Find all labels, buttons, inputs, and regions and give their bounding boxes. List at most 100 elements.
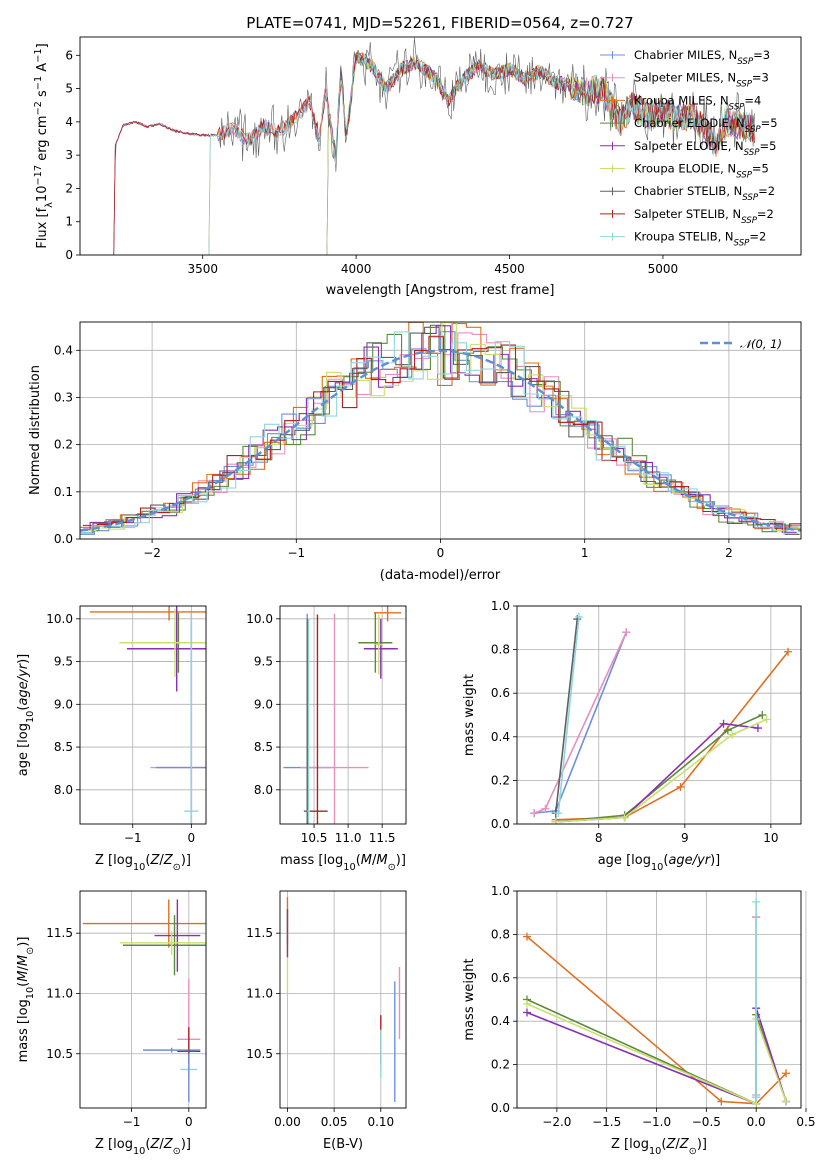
weight-line (534, 631, 628, 814)
panel-residuals: −2 −1 0 1 2 0.0 0.1 0.2 0.3 0.4 (54, 321, 802, 560)
gridlines (80, 606, 206, 824)
marker (784, 647, 793, 656)
axes-frame (516, 605, 802, 825)
x-tick-label: −2 (143, 546, 161, 560)
y-tick-label: 9.0 (254, 697, 273, 711)
legend: Chabrier MILES, NSSP=3 Salpeter MILES, NS… (600, 48, 778, 249)
gridlines (280, 606, 406, 824)
weight-line (554, 618, 579, 814)
x-tick-label: 0 (437, 546, 445, 560)
x-tick-label: 0.10 (367, 1115, 394, 1129)
panel-spectrum: 3500 4000 4500 5000 0 1 2 3 4 5 6 (65, 36, 802, 276)
y-tick-label: 10.5 (246, 1047, 273, 1061)
y-tick-label: 4 (65, 115, 73, 129)
x-tick-label: 5000 (648, 262, 679, 276)
axes-frame (79, 321, 802, 540)
y-tick-label: 8.0 (54, 783, 73, 797)
axes-frame (516, 890, 802, 1109)
marker (551, 817, 560, 824)
panel-weight_vs_age: 8 9 10 0.0 0.2 0.4 0.6 0.8 1.0 (491, 599, 802, 845)
x-tick-label: 0.05 (321, 1115, 348, 1129)
marker (762, 715, 771, 724)
panel-mass_vs_Z: −1 0 10.5 11.0 11.5 (46, 890, 207, 1129)
legend-label: Kroupa STELIB, NSSP=2 (634, 230, 766, 249)
y-tick-label: 5 (65, 82, 73, 96)
panel-mass_vs_ebv: 0.00 0.05 0.10 10.5 11.0 11.5 (246, 890, 407, 1129)
x-tick-label: 4500 (494, 262, 525, 276)
marker (554, 809, 563, 818)
x-tick-label: 10.5 (301, 831, 328, 845)
marker (752, 1093, 761, 1102)
y-tick-label: 0.4 (54, 343, 73, 357)
x-tick-label: 10 (763, 831, 778, 845)
y-tick-label: 11.5 (46, 926, 73, 940)
spectrum-line (112, 37, 755, 255)
plot-area (82, 899, 206, 1102)
weight-line (555, 651, 789, 821)
x-tick-label: −1.5 (592, 1115, 621, 1129)
y-tick-label: 1 (65, 215, 73, 229)
marker (782, 1069, 791, 1078)
y-tick-label: 8.5 (254, 740, 273, 754)
axes-frame (279, 605, 407, 825)
panel-weight_vs_Z: −2.0 −1.5 −1.0 −0.5 0.0 0.5 0.0 0.2 0.4 0.6 0.8 1.0 (491, 884, 816, 1129)
axes-frame (79, 36, 802, 256)
y-tick-label: 9.5 (54, 655, 73, 669)
plot-area (522, 897, 791, 1108)
marker (723, 726, 732, 735)
x-tick-label: 1 (581, 546, 589, 560)
y-tick-label: 0.8 (491, 643, 510, 657)
y-tick-label: 0.2 (491, 1058, 510, 1072)
weight-line (533, 631, 628, 814)
axes-frame (79, 605, 207, 825)
y-tick-label: 3 (65, 148, 73, 162)
legend-label: Kroupa MILES, NSSP=4 (634, 93, 761, 112)
y-tick-label: 1.0 (491, 599, 510, 613)
y-tick-label: 0.6 (491, 971, 510, 985)
y-tick-label: 8.0 (254, 783, 273, 797)
y-tick-label: 8.5 (54, 740, 73, 754)
x-axis-label: (data-model)/error (380, 568, 501, 583)
y-tick-label: 0.4 (491, 730, 510, 744)
marker (752, 897, 761, 906)
y-tick-label: 11.0 (46, 986, 73, 1000)
marker (719, 719, 728, 728)
legend-label: Kroupa ELODIE, NSSP=5 (634, 162, 769, 181)
spectrum-line (208, 53, 755, 255)
y-tick-label: 2 (65, 181, 73, 195)
plot-area (112, 37, 756, 255)
x-tick-label: 8 (595, 831, 603, 845)
legend-label: Chabrier ELODIE, NSSP=5 (634, 116, 778, 135)
marker (620, 813, 629, 822)
x-tick-label: −1.0 (642, 1115, 671, 1129)
y-tick-label: 0.0 (54, 532, 73, 546)
marker (728, 730, 737, 739)
y-axis-label: mass weight (462, 958, 477, 1040)
gridlines (280, 891, 406, 1108)
x-tick-label: 2 (725, 546, 733, 560)
y-tick-label: 0.8 (491, 927, 510, 941)
marker (622, 628, 631, 637)
x-tick-label: 0 (188, 831, 196, 845)
plot-area (530, 612, 793, 824)
y-axis-label: mass [log10(M/M⊙)] (16, 937, 36, 1063)
y-tick-label: 1.0 (491, 884, 510, 898)
y-tick-label: 10.0 (246, 612, 273, 626)
x-tick-label: −0.5 (692, 1115, 721, 1129)
marker (522, 999, 531, 1008)
marker (522, 1008, 531, 1017)
plot-area (89, 606, 206, 824)
y-axis-label: mass weight (462, 674, 477, 756)
x-axis-label: Z [log10(Z/Z⊙)] (95, 853, 191, 873)
legend-label: Salpeter STELIB, NSSP=2 (634, 207, 774, 226)
y-tick-label: 11.0 (246, 986, 273, 1000)
weight-line (555, 718, 767, 823)
histogram-series (81, 322, 801, 532)
y-tick-label: 0.0 (491, 1101, 510, 1115)
marker (717, 1097, 726, 1106)
y-tick-label: 0.3 (54, 390, 73, 404)
y-tick-label: 6 (65, 48, 73, 62)
weight-line (555, 714, 763, 823)
y-axis-label: age [log10(age/yr)] (16, 654, 36, 777)
weight-line (557, 616, 580, 814)
